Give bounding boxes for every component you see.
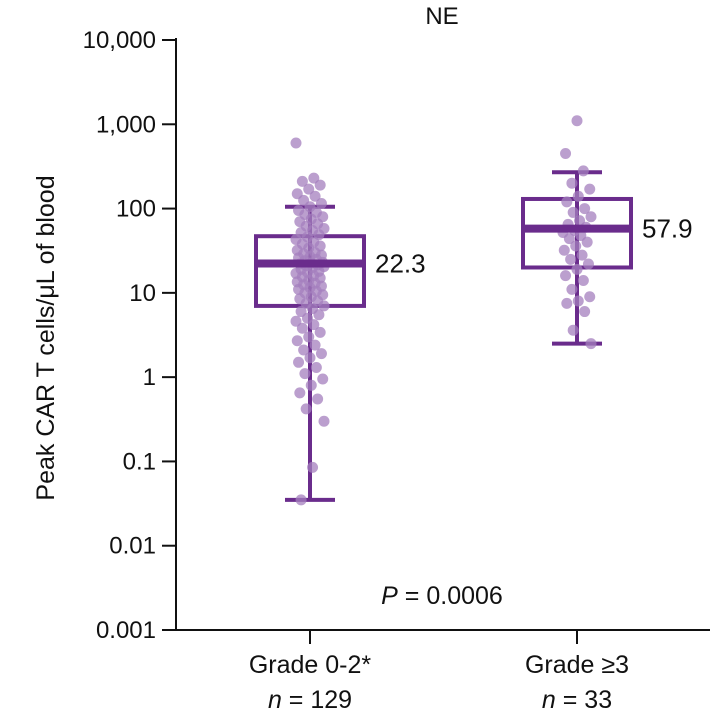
data-point [577,165,589,177]
n-symbol: n [542,686,556,714]
n-symbol: n [268,686,282,714]
median-label: 22.3 [375,249,426,279]
data-point [310,362,322,374]
data-point [318,300,330,312]
data-point [582,258,594,270]
n-value: = 33 [556,686,612,714]
data-point [318,415,330,427]
data-point [560,148,572,160]
median-label: 57.9 [642,214,693,244]
data-point [291,335,303,347]
data-point [567,324,579,336]
y-tick-label: 0.001 [96,617,156,644]
x-category-label: Grade 0-2* [249,651,372,679]
data-point [561,297,573,309]
data-point [296,322,308,334]
data-point [296,175,308,187]
box-groups: 22.3 57.9 [254,115,693,506]
p-value-text: = 0.0006 [398,582,503,610]
data-point [294,387,306,399]
data-point [309,190,321,202]
data-point [314,179,326,191]
data-point [300,403,312,415]
y-tick-label: 0.01 [109,533,156,560]
data-point [561,196,573,208]
data-point [584,183,596,195]
data-point [585,338,597,350]
data-point [576,249,588,261]
x-category-label: Grade ≥3 [525,651,629,679]
p-value-label: P [381,582,398,610]
data-point [577,275,589,287]
y-tick-label: 0.1 [123,448,156,475]
y-tick-label: 10 [129,280,156,307]
data-point [303,331,315,343]
data-point [585,211,597,223]
data-point [579,306,591,318]
p-value-annotation: P = 0.0006 [381,582,503,610]
box-group: 22.3 [254,137,426,506]
data-point [290,137,302,149]
data-point [315,197,327,209]
data-point [579,203,591,215]
data-point [571,115,583,127]
data-point [295,494,307,506]
data-point [563,233,575,245]
data-point [566,283,578,295]
data-point [565,253,577,265]
data-point [305,379,317,391]
data-point [560,270,572,282]
data-point [571,263,583,275]
data-point [558,244,570,256]
data-point [317,373,329,385]
data-point [314,326,326,338]
chart-title: NE [425,3,458,30]
y-tick-label: 1,000 [96,111,156,138]
data-point [315,348,327,360]
data-point [570,240,582,252]
data-point [304,352,316,364]
data-point [303,183,315,195]
data-point [572,190,584,202]
data-point [572,295,584,307]
data-point [290,315,302,327]
y-axis-label: Peak CAR T cells/μL of blood [32,175,60,500]
y-tick-label: 100 [116,196,156,223]
data-point [308,172,320,184]
y-tick-label: 10,000 [83,27,156,54]
data-point [308,319,320,331]
data-point [298,344,310,356]
data-point [293,356,305,368]
n-value: = 129 [282,686,352,714]
data-point [566,177,578,189]
x-n-label: n = 33 [542,686,612,714]
x-n-label: n = 129 [268,686,352,714]
data-point [307,461,319,473]
x-ticks: Grade 0-2* n = 129 Grade ≥3 n = 33 [249,630,629,714]
data-point [313,309,325,321]
y-ticks: 0.001 0.01 0.1 1 10 100 1,000 10,000 [83,27,176,644]
data-point [584,291,596,303]
data-point [299,368,311,380]
data-point [581,236,593,248]
data-point [567,206,579,218]
data-point [309,339,321,351]
box-group: 57.9 [521,115,693,350]
data-point [312,393,324,405]
y-tick-label: 1 [143,364,156,391]
